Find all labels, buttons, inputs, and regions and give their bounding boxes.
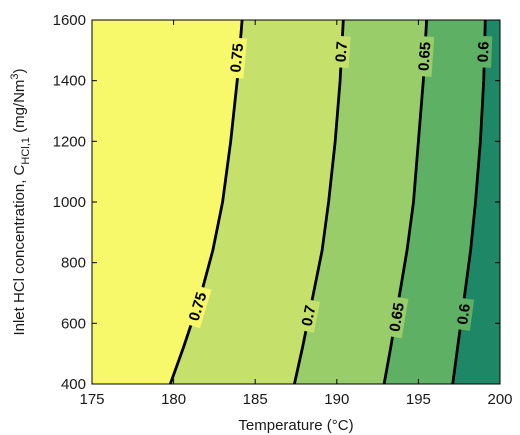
contour-band-3 bbox=[384, 20, 486, 384]
x-axis-label: Temperature (°C) bbox=[238, 417, 353, 434]
x-tick-label: 180 bbox=[161, 391, 186, 408]
contour-label-patch bbox=[454, 297, 475, 331]
y-tick-label: 1200 bbox=[53, 133, 86, 150]
contour-label-patch bbox=[475, 35, 493, 68]
contour-label-patch bbox=[298, 298, 321, 333]
y-axis-ticks: 400 600 800 1000 1200 1400 1600 bbox=[53, 12, 500, 393]
y-tick-label: 800 bbox=[61, 255, 86, 272]
contour-band-0 bbox=[92, 20, 243, 384]
x-tick-label: 190 bbox=[324, 391, 349, 408]
contour-label-patch bbox=[227, 37, 248, 79]
contour-lines bbox=[168, 19, 487, 385]
y-axis-label-superscript: 3 bbox=[9, 73, 21, 79]
y-tick-label: 600 bbox=[61, 315, 86, 332]
contour-label-0.75: 0.75 bbox=[227, 43, 247, 74]
y-tick-label: 1000 bbox=[53, 194, 86, 211]
contour-band-2 bbox=[294, 20, 427, 384]
y-axis-label-unit-prefix: (mg/Nm bbox=[11, 80, 28, 138]
contour-label-patch bbox=[415, 35, 435, 77]
contour-label-0.6: 0.6 bbox=[454, 303, 474, 326]
x-tick-label: 195 bbox=[406, 391, 431, 408]
y-tick-label: 400 bbox=[61, 376, 86, 393]
contour-label-0.7: 0.7 bbox=[333, 41, 351, 63]
x-axis-ticks: 175 180 185 190 195 200 bbox=[79, 20, 513, 408]
y-axis-label-subscript: HCl,1 bbox=[20, 137, 32, 165]
y-tick-label: 1400 bbox=[53, 73, 86, 90]
contour-line-0.6 bbox=[451, 19, 487, 385]
x-tick-label: 175 bbox=[79, 391, 104, 408]
contour-band-1 bbox=[170, 20, 344, 384]
x-tick-label: 185 bbox=[243, 391, 268, 408]
y-axis-label-unit-suffix: ) bbox=[11, 68, 28, 73]
contour-line-0.75 bbox=[168, 19, 244, 385]
x-tick-label: 200 bbox=[487, 391, 512, 408]
contour-line-0.7 bbox=[293, 19, 345, 385]
contour-label-0.65: 0.65 bbox=[386, 301, 408, 333]
contour-label-patch bbox=[385, 296, 409, 339]
contour-bands bbox=[92, 20, 500, 384]
y-tick-label: 1600 bbox=[53, 12, 86, 29]
contour-label-patch bbox=[184, 285, 212, 329]
contour-labels: 0.750.750.70.70.650.650.60.6 bbox=[184, 35, 493, 339]
contour-label-0.65: 0.65 bbox=[415, 41, 434, 71]
contour-label-patch bbox=[332, 35, 351, 69]
y-axis-label-prefix: Inlet HCl concentration, C bbox=[11, 164, 28, 335]
y-axis-label: Inlet HCl concentration, CHCl,1 (mg/Nm3) bbox=[9, 68, 32, 335]
contour-label-0.6: 0.6 bbox=[475, 41, 493, 63]
contour-label-0.7: 0.7 bbox=[299, 304, 320, 328]
contour-line-0.65 bbox=[382, 19, 428, 385]
